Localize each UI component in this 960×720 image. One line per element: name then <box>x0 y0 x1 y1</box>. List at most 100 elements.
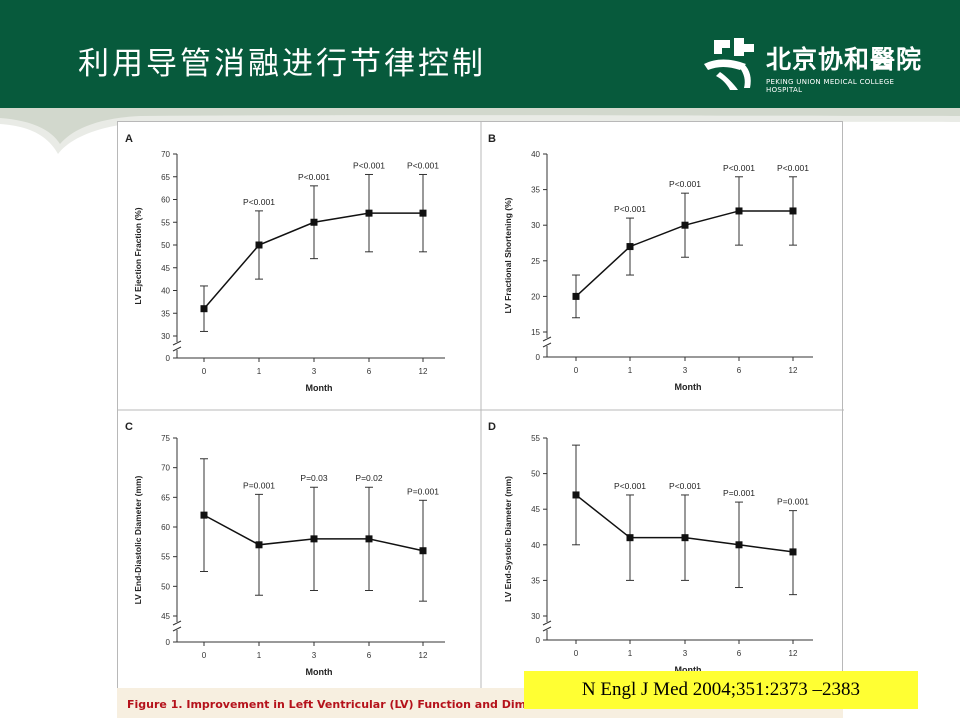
y-tick-label: 30 <box>161 332 170 341</box>
axis-break-mark <box>542 342 552 348</box>
citation-box: N Engl J Med 2004;351:2373 –2383 <box>524 671 918 709</box>
chart-panel-c: C 0 45 50 55 60 65 70 75 0 1 3 6 12 Month LV End-Diasto… <box>125 421 445 677</box>
y-tick-label: 70 <box>161 464 170 473</box>
x-tick-label: 3 <box>683 649 688 658</box>
p-value-label: P<0.001 <box>407 160 439 170</box>
x-axis-title: Month <box>306 667 333 677</box>
panel-letter: D <box>488 421 496 433</box>
x-axis-title: Month <box>675 665 702 675</box>
axis-break-mark <box>542 626 552 632</box>
p-value-label: P<0.001 <box>723 163 755 173</box>
y-axis-title: LV End-Systolic Diameter (mm) <box>503 476 513 602</box>
chart-panel-d: D 0 30 35 40 45 50 55 0 1 3 6 12 Month LV End-Systolic… <box>488 421 813 675</box>
hospital-emblem-icon <box>704 38 754 90</box>
y-axis-title: LV End-Diastolic Diameter (mm) <box>133 475 143 604</box>
axis-break-mark <box>172 346 182 352</box>
x-tick-label: 12 <box>789 649 798 658</box>
x-axis-title: Month <box>675 382 702 392</box>
axis-break-mark <box>172 626 182 632</box>
y-tick-label: 15 <box>531 328 540 337</box>
p-value-label: P<0.001 <box>669 179 701 189</box>
x-tick-label: 0 <box>202 367 207 376</box>
p-value-label: P<0.001 <box>243 197 275 207</box>
axis-break-mark <box>542 336 552 342</box>
axis-break-mark <box>542 620 552 626</box>
p-value-label: P<0.001 <box>298 172 330 182</box>
y-tick-label: 30 <box>531 221 540 230</box>
y-tick-label: 50 <box>161 582 170 591</box>
y-tick-label: 50 <box>531 470 540 479</box>
p-value-label: P=0.001 <box>723 488 755 498</box>
y-tick-label: 30 <box>531 612 540 621</box>
p-value-label: P=0.001 <box>407 486 439 496</box>
p-value-label: P=0.02 <box>355 473 382 483</box>
logo-english-name: PEKING UNION MEDICAL COLLEGE HOSPITAL <box>766 78 895 94</box>
x-tick-label: 1 <box>628 649 633 658</box>
data-point <box>789 207 797 215</box>
x-tick-label: 12 <box>789 366 798 375</box>
x-tick-label: 6 <box>367 651 372 660</box>
axis-break-mark <box>172 620 182 626</box>
x-tick-label: 6 <box>367 367 372 376</box>
p-value-label: P<0.001 <box>614 204 646 214</box>
x-tick-label: 0 <box>574 649 579 658</box>
data-point <box>419 209 427 217</box>
data-point <box>735 207 743 215</box>
data-point <box>626 534 634 542</box>
y-tick-label: 60 <box>161 523 170 532</box>
data-point <box>365 209 373 217</box>
data-point <box>681 534 689 542</box>
data-point <box>626 243 634 251</box>
data-point <box>572 491 580 499</box>
y-tick-label: 40 <box>161 287 170 296</box>
y-tick-label: 75 <box>161 434 170 443</box>
x-tick-label: 3 <box>683 366 688 375</box>
chart-panel-b: B 0 15 20 25 30 35 40 0 1 3 6 12 Month LV Fractional S… <box>488 133 813 392</box>
y-tick-label: 25 <box>531 257 540 266</box>
panel-letter: C <box>125 421 133 433</box>
x-tick-label: 0 <box>202 651 207 660</box>
x-axis-title: Month <box>306 383 333 393</box>
figure-panels: A 0 30 35 40 45 50 55 60 65 70 0 1 3 6 12 Month LV Ejecti… <box>117 121 844 717</box>
y-tick-label: 35 <box>531 186 540 195</box>
p-value-label: P<0.001 <box>614 481 646 491</box>
data-point <box>572 292 580 300</box>
y-tick-label: 0 <box>166 354 171 363</box>
data-point <box>735 541 743 549</box>
x-tick-label: 12 <box>419 367 428 376</box>
x-tick-label: 12 <box>419 651 428 660</box>
x-tick-label: 3 <box>312 367 317 376</box>
y-tick-label: 40 <box>531 150 540 159</box>
data-point <box>419 547 427 555</box>
data-point <box>200 305 208 313</box>
data-point <box>365 535 373 543</box>
y-tick-label: 50 <box>161 241 170 250</box>
y-tick-label: 55 <box>161 218 170 227</box>
data-point <box>681 221 689 229</box>
y-tick-label: 0 <box>536 636 541 645</box>
p-value-label: P<0.001 <box>777 163 809 173</box>
slide-title: 利用导管消融进行节律控制 <box>78 46 486 82</box>
p-value-label: P<0.001 <box>669 481 701 491</box>
y-tick-label: 55 <box>161 553 170 562</box>
y-tick-label: 45 <box>161 612 170 621</box>
data-point <box>255 541 263 549</box>
axis-break-mark <box>172 340 182 346</box>
p-value-label: P<0.001 <box>353 160 385 170</box>
slide-header: 利用导管消融进行节律控制 北京协和醫院 PEKING UNION MEDICAL… <box>0 0 960 108</box>
x-tick-label: 1 <box>257 651 262 660</box>
data-point <box>789 548 797 556</box>
x-tick-label: 3 <box>312 651 317 660</box>
data-point <box>200 511 208 519</box>
y-tick-label: 35 <box>531 576 540 585</box>
y-tick-label: 45 <box>161 264 170 273</box>
y-tick-label: 55 <box>531 434 540 443</box>
y-tick-label: 35 <box>161 309 170 318</box>
chart-panel-a: A 0 30 35 40 45 50 55 60 65 70 0 1 3 6 12 Month LV Ejecti… <box>125 133 445 393</box>
x-tick-label: 1 <box>257 367 262 376</box>
x-tick-label: 1 <box>628 366 633 375</box>
p-value-label: P=0.001 <box>243 480 275 490</box>
y-tick-label: 0 <box>536 353 541 362</box>
x-tick-label: 0 <box>574 366 579 375</box>
